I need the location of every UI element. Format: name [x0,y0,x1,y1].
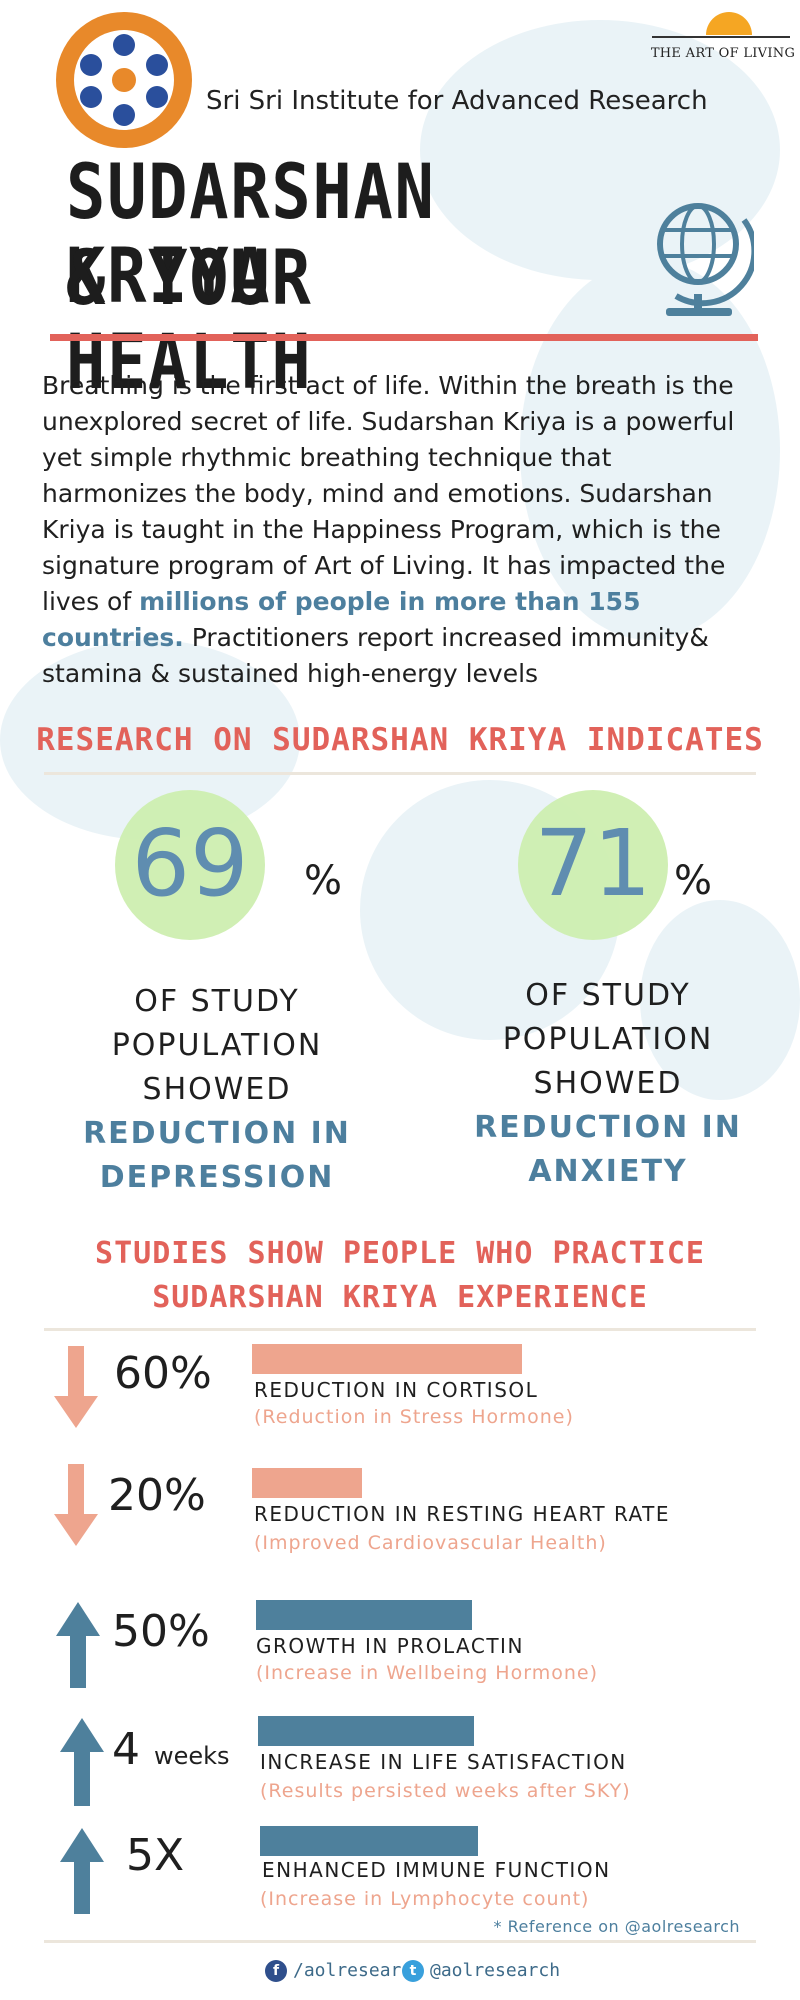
stat-desc-highlight: REDUCTION IN ANXIETY [474,1110,742,1189]
arrow-up-icon [56,1602,100,1688]
research-divider [44,772,756,775]
study-value-number: 20% [108,1470,206,1521]
study-value-number: 4 [112,1724,140,1775]
study-bar [256,1600,472,1630]
studies-divider [44,1328,756,1331]
study-label: ENHANCED IMMUNE FUNCTION [262,1858,611,1882]
page-title-line-1: SUDARSHAN KRIYA [66,147,436,320]
study-label: GROWTH IN PROLACTIN [256,1634,524,1658]
art-of-living-logo-text: THE ART OF LIVING [650,46,796,61]
study-value-number: 50% [112,1606,210,1657]
study-label: REDUCTION IN CORTISOL [254,1378,539,1402]
study-bar [258,1716,474,1746]
intro-text-1: Breathing is the first act of life. With… [42,371,735,616]
study-sublabel: (Improved Cardiovascular Health) [254,1532,607,1554]
reference-note: * Reference on @aolresearch [493,1917,740,1936]
institute-logo-icon [56,12,192,148]
study-value-number: 5X [126,1830,185,1881]
facebook-handle[interactable]: /aolresearch [293,1960,424,1981]
studies-heading-line-1: STUDIES SHOW PEOPLE WHO PRACTICE [95,1236,705,1271]
footer-divider [44,1940,756,1943]
stat-desc-highlight: REDUCTION IN DEPRESSION [83,1116,351,1195]
arrow-up-icon [60,1828,104,1914]
twitter-handle[interactable]: @aolresearch [430,1960,561,1981]
study-bar [252,1344,522,1374]
arrow-up-icon [60,1718,104,1806]
intro-highlight: millions of people in more than 155 coun… [42,587,641,652]
study-sublabel: (Increase in Lymphocyte count) [260,1888,590,1910]
twitter-icon[interactable]: t [402,1960,424,1982]
research-heading: RESEARCH ON SUDARSHAN KRIYA INDICATES [36,722,764,758]
arrow-down-icon [54,1346,98,1428]
study-value: 4 weeks [112,1724,230,1775]
stat-desc-text: OF STUDY POPULATION SHOWED [111,984,323,1107]
studies-heading-line-2: SUDARSHAN KRIYA EXPERIENCE [152,1280,648,1315]
page-title-line-2: & YOUR HEALTH [66,233,313,406]
stat-desc-text: OF STUDY POPULATION SHOWED [502,978,714,1101]
study-label: INCREASE IN LIFE SATISFACTION [260,1750,627,1774]
intro-text-2: Practitioners report increased immunity&… [42,623,709,688]
study-value: 20% [108,1470,206,1521]
intro-paragraph: Breathing is the first act of life. With… [42,368,762,692]
stat-circle-depression [115,790,265,940]
study-bar [252,1468,362,1498]
study-sublabel: (Reduction in Stress Hormone) [254,1406,574,1428]
stat-desc-depression: OF STUDY POPULATION SHOWED REDUCTION IN … [52,980,382,1200]
stat-desc-anxiety: OF STUDY POPULATION SHOWED REDUCTION IN … [458,974,758,1194]
globe-icon [657,203,754,316]
study-sublabel: (Increase in Wellbeing Hormone) [256,1662,598,1684]
study-label: REDUCTION IN RESTING HEART RATE [254,1502,671,1526]
stat-circle-anxiety [518,790,668,940]
study-value-suffix: weeks [154,1742,230,1770]
study-value: 5X [126,1830,184,1881]
study-value-number: 60% [114,1348,212,1399]
study-value: 60% [114,1348,212,1399]
institute-name: Sri Sri Institute for Advanced Research [206,86,708,116]
stat-unit-anxiety: % [674,858,713,904]
study-sublabel: (Results persisted weeks after SKY) [260,1780,631,1802]
stat-unit-depression: % [304,858,343,904]
facebook-icon[interactable]: f [265,1960,287,1982]
arrow-down-icon [54,1464,98,1546]
title-underline [50,334,758,341]
study-bar [260,1826,478,1856]
study-value: 50% [112,1606,210,1657]
stat-value-depression: 69 [131,810,249,917]
stat-value-anxiety: 71 [534,810,652,917]
